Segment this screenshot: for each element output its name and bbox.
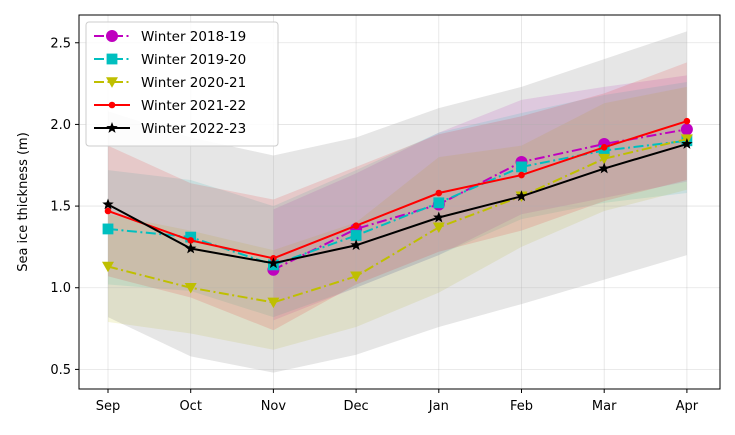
band-series-2: [108, 86, 687, 350]
legend-label: Winter 2020-21: [141, 75, 246, 91]
point-series-1: [516, 161, 527, 173]
y-axis-label: Sea ice thickness (m): [16, 132, 31, 272]
point-series-4: [267, 257, 280, 269]
point-series-3: [104, 207, 112, 215]
y-tick-label: 0.5: [50, 363, 71, 378]
point-series-4: [598, 162, 610, 174]
legend-label: Winter 2022-23: [141, 121, 246, 137]
point-series-2: [598, 153, 611, 165]
band-series-4: [108, 31, 687, 373]
point-series-3: [600, 143, 608, 151]
x-tick-label: Dec: [344, 399, 369, 414]
x-tick-label: Mar: [592, 399, 617, 414]
point-series-3: [518, 171, 525, 179]
legend-label: Winter 2019-20: [141, 52, 246, 68]
legend-label: Winter 2021-22: [141, 98, 246, 114]
x-axis-ticks: Sep Oct Nov Dec Jan Feb Mar Apr: [96, 389, 699, 414]
legend: Winter 2018-19 Winter 2019-20 Winter 2020-…: [85, 21, 279, 147]
x-tick-label: Apr: [676, 399, 699, 414]
x-tick-label: Feb: [510, 399, 533, 414]
uncertainty-bands: [108, 31, 687, 373]
point-series-2: [102, 261, 114, 273]
point-series-3: [352, 222, 360, 229]
line-series-1: [107, 139, 688, 266]
legend-marker-2: [106, 77, 118, 88]
line-series-4: [107, 143, 688, 265]
point-series-4: [184, 242, 197, 254]
point-series-4: [102, 198, 114, 210]
legend-marker-3: [108, 101, 116, 109]
y-tick-label: 2.0: [50, 118, 71, 133]
band-series-1: [108, 81, 687, 318]
line-series-2: [107, 138, 688, 304]
band-series-3: [108, 62, 687, 331]
band-series-0: [273, 75, 687, 321]
x-tick-label: Jan: [428, 399, 449, 414]
point-series-2: [350, 271, 363, 283]
legend-marker-1: [106, 53, 118, 65]
series-lines: [102, 117, 693, 309]
x-tick-label: Nov: [261, 399, 287, 414]
y-tick-label: 2.5: [50, 36, 71, 51]
line-series-3: [107, 120, 688, 260]
point-series-3: [683, 117, 691, 125]
point-series-4: [681, 138, 693, 149]
legend-box: [85, 21, 279, 147]
point-series-2: [184, 282, 197, 294]
legend-marker-0: [106, 30, 118, 42]
point-series-2: [432, 222, 445, 234]
x-tick-label: Oct: [179, 399, 201, 414]
y-axis-ticks: 0.5 1.0 1.5 2.0 2.5: [50, 36, 79, 378]
line-series-0: [272, 128, 688, 271]
axes-frame: [78, 14, 721, 390]
point-series-3: [435, 189, 443, 197]
point-series-1: [350, 230, 362, 241]
y-tick-label: 1.0: [50, 281, 71, 296]
legend-marker-4: [106, 122, 118, 133]
point-series-3: [187, 237, 194, 244]
point-series-2: [267, 297, 280, 309]
point-series-1: [433, 197, 445, 209]
x-tick-label: Sep: [96, 399, 121, 414]
point-series-0: [680, 123, 693, 136]
point-series-4: [515, 190, 528, 202]
point-series-4: [433, 211, 445, 223]
legend-label: Winter 2018-19: [141, 29, 246, 45]
point-series-4: [350, 239, 362, 251]
y-tick-label: 1.5: [50, 200, 71, 215]
point-series-1: [102, 223, 114, 235]
